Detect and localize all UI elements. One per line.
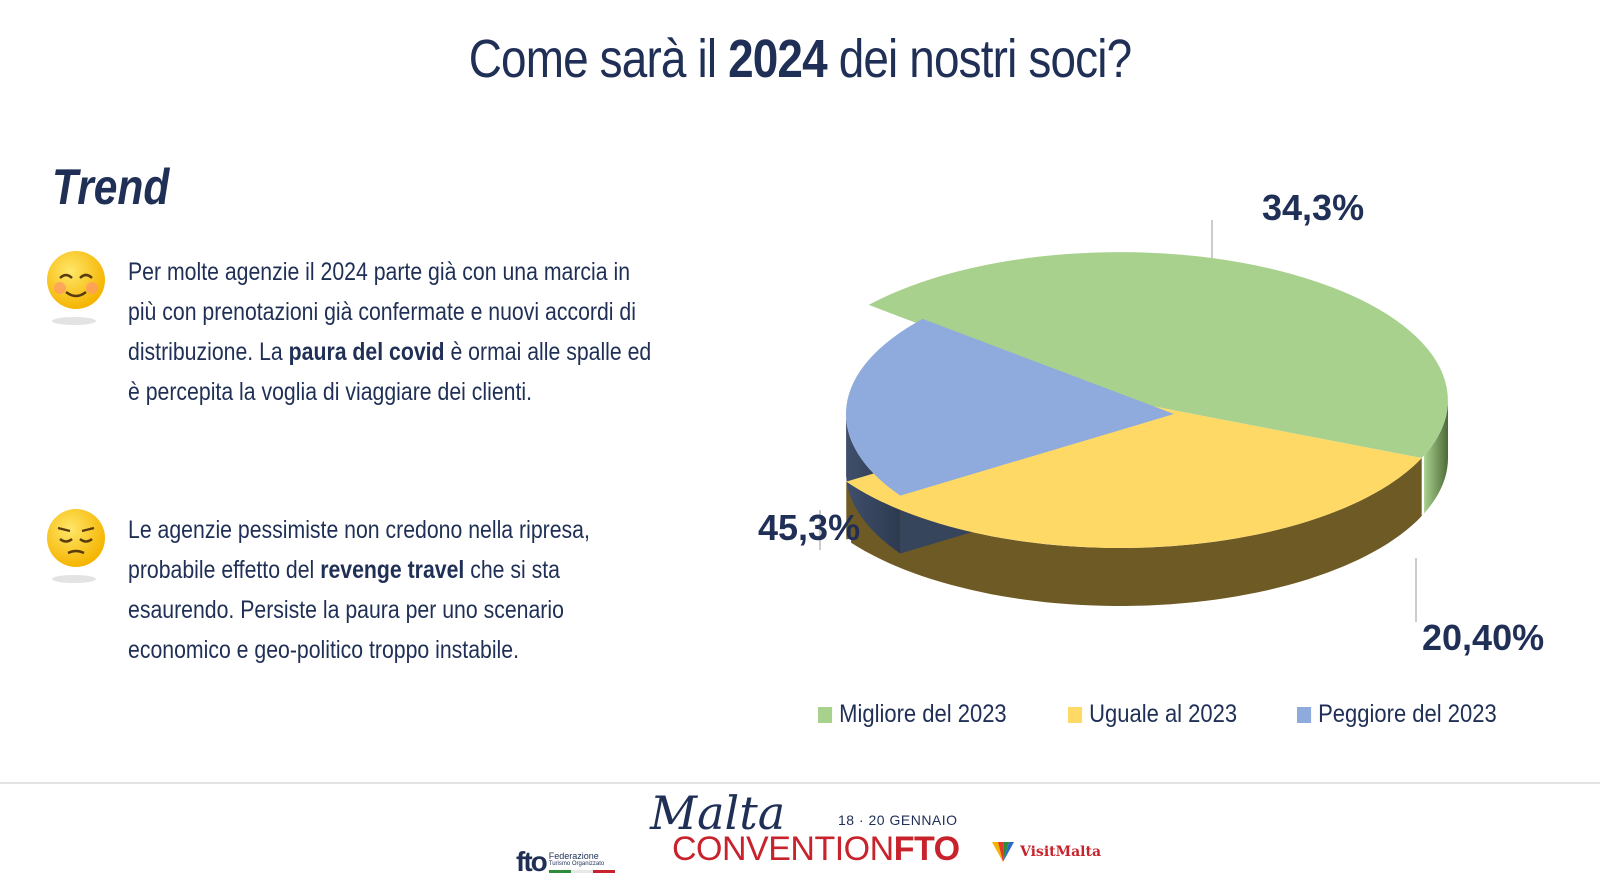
italian-flag-icon [548, 869, 615, 873]
legend-item-peggiore: Peggiore del 2023 [1296, 700, 1497, 729]
legend-swatch [1296, 706, 1311, 723]
paragraph-optimistic: Per molte agenzie il 2024 parte già con … [128, 258, 652, 406]
visitmalta-text: VisitMalta [1020, 844, 1102, 860]
smiling-blush-face-icon [47, 251, 105, 325]
fto-logo-line1: Federazione [548, 850, 599, 861]
legend-swatch [818, 706, 833, 723]
paragraph-pessimistic: Le agenzie pessimiste non credono nella … [128, 516, 590, 664]
footer: fto Federazione Turismo Organizzato Malt… [0, 786, 1600, 896]
data-label-migliore: 45,3% [758, 507, 860, 548]
pie-side-migliore [1424, 400, 1448, 514]
fto-logo: fto Federazione Turismo Organizzato [516, 846, 615, 878]
visitmalta-mark-icon [992, 842, 1014, 862]
pie-slice-migliore [868, 252, 1448, 458]
pie-chart: 45,3% 34,3% 20,40% [758, 187, 1544, 658]
fto-logo-mark: fto [516, 846, 548, 877]
convention-logo: CONVENTIONFTO [672, 830, 960, 868]
legend-label: Migliore del 2023 [839, 700, 1007, 728]
data-label-uguale: 34,3% [1262, 187, 1364, 228]
visitmalta-logo: VisitMalta [990, 840, 1101, 864]
chart-legend: Migliore del 2023 Uguale al 2023 Peggior… [818, 700, 1524, 729]
malta-script-logo: Malta [650, 786, 786, 840]
legend-swatch [1068, 706, 1083, 723]
data-label-peggiore: 20,40% [1422, 617, 1544, 658]
legend-label: Peggiore del 2023 [1317, 700, 1497, 728]
section-title: Trend [52, 159, 170, 215]
pie-slice-peggiore [845, 318, 1174, 496]
legend-item-migliore: Migliore del 2023 [818, 700, 1007, 729]
pie-slice-uguale [846, 400, 1422, 548]
fto-logo-line2: Turismo Organizzato [548, 860, 605, 867]
pie-side-uguale [851, 458, 1422, 606]
pensive-face-icon [47, 509, 105, 583]
legend-item-uguale: Uguale al 2023 [1068, 700, 1238, 729]
legend-label: Uguale al 2023 [1089, 700, 1238, 728]
page-title: Come sarà il 2024 dei nostri soci? [468, 29, 1132, 89]
event-dates: 18 · 20 GENNAIO [838, 812, 958, 828]
footer-divider [0, 782, 1600, 784]
